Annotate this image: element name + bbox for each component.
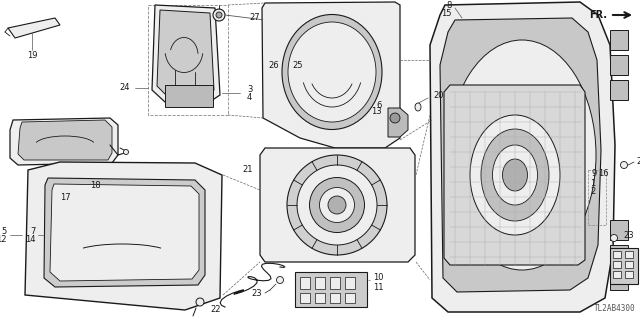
Text: 7: 7: [31, 227, 36, 236]
Text: 5: 5: [2, 227, 7, 236]
Text: 12: 12: [0, 235, 7, 244]
Bar: [610, 30, 628, 50]
Ellipse shape: [621, 162, 627, 169]
Bar: [625, 251, 633, 258]
Text: 24: 24: [120, 84, 130, 92]
Polygon shape: [8, 18, 60, 38]
Text: 25: 25: [292, 60, 303, 69]
Ellipse shape: [216, 12, 222, 18]
Bar: [625, 271, 633, 278]
Ellipse shape: [448, 40, 596, 270]
Polygon shape: [260, 148, 415, 262]
Bar: [610, 55, 628, 75]
Polygon shape: [44, 178, 205, 287]
Ellipse shape: [288, 22, 376, 122]
Ellipse shape: [481, 129, 549, 221]
Text: 19: 19: [27, 51, 37, 60]
Text: 3: 3: [247, 85, 252, 94]
Text: 10: 10: [373, 274, 383, 283]
Text: 23: 23: [252, 289, 262, 298]
Polygon shape: [50, 184, 199, 281]
Polygon shape: [18, 120, 112, 160]
Ellipse shape: [297, 165, 377, 245]
Text: 4: 4: [247, 92, 252, 101]
Polygon shape: [430, 2, 615, 312]
Ellipse shape: [502, 159, 527, 191]
Ellipse shape: [319, 188, 355, 222]
Ellipse shape: [278, 50, 282, 54]
Ellipse shape: [328, 196, 346, 214]
Text: 21: 21: [243, 165, 253, 174]
Bar: [315, 293, 325, 303]
Bar: [610, 245, 628, 265]
Polygon shape: [444, 85, 585, 265]
Polygon shape: [262, 2, 400, 148]
Text: 18: 18: [90, 180, 100, 189]
Text: 6: 6: [376, 100, 382, 109]
Bar: [345, 293, 355, 303]
Polygon shape: [25, 162, 222, 310]
Text: 16: 16: [598, 170, 609, 179]
Bar: [345, 277, 355, 289]
Text: 26: 26: [269, 60, 279, 69]
Text: FR.: FR.: [589, 10, 607, 20]
Text: 23: 23: [636, 156, 640, 165]
Text: 1: 1: [590, 179, 595, 188]
Text: 13: 13: [371, 108, 382, 116]
Bar: [300, 277, 310, 289]
Ellipse shape: [390, 113, 400, 123]
Polygon shape: [388, 108, 408, 137]
Ellipse shape: [275, 47, 285, 57]
Ellipse shape: [196, 298, 204, 306]
Text: 2: 2: [590, 188, 595, 196]
Bar: [330, 277, 340, 289]
Bar: [165, 85, 213, 107]
Bar: [300, 293, 310, 303]
Polygon shape: [152, 5, 220, 105]
Text: TL2AB4300: TL2AB4300: [593, 304, 635, 313]
Ellipse shape: [310, 178, 365, 233]
Text: 14: 14: [26, 235, 36, 244]
Ellipse shape: [415, 103, 421, 111]
Bar: [610, 270, 628, 290]
Bar: [613, 271, 621, 278]
Text: 11: 11: [373, 284, 383, 292]
Polygon shape: [157, 10, 214, 100]
Text: 15: 15: [442, 9, 452, 18]
Bar: [610, 80, 628, 100]
Bar: [613, 251, 621, 258]
Text: 17: 17: [60, 193, 70, 202]
Text: 27: 27: [250, 12, 260, 21]
Ellipse shape: [282, 14, 382, 130]
Bar: [610, 248, 638, 284]
Ellipse shape: [300, 50, 305, 54]
Ellipse shape: [470, 115, 560, 235]
Ellipse shape: [124, 149, 129, 155]
Bar: [148, 5, 228, 115]
Bar: [330, 293, 340, 303]
Bar: [295, 272, 367, 307]
Bar: [315, 277, 325, 289]
Text: 8: 8: [447, 1, 452, 10]
Ellipse shape: [493, 145, 538, 205]
Bar: [613, 261, 621, 268]
Ellipse shape: [611, 235, 618, 242]
Ellipse shape: [294, 47, 303, 57]
Bar: [610, 220, 628, 240]
Ellipse shape: [287, 155, 387, 255]
Polygon shape: [440, 18, 601, 292]
Ellipse shape: [276, 276, 284, 284]
Text: 9: 9: [592, 170, 597, 179]
Bar: [588, 170, 606, 225]
Text: 22: 22: [210, 306, 221, 315]
Text: 20: 20: [433, 92, 444, 100]
Polygon shape: [10, 118, 118, 165]
Ellipse shape: [213, 9, 225, 21]
Bar: [625, 261, 633, 268]
Text: 23: 23: [623, 231, 634, 241]
